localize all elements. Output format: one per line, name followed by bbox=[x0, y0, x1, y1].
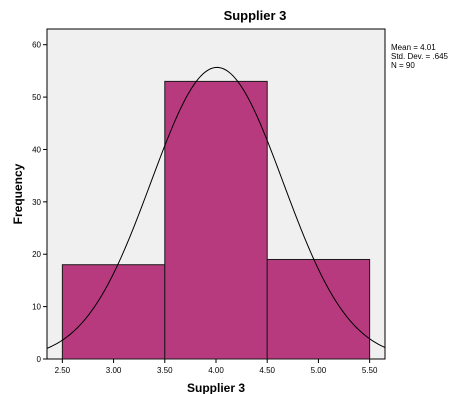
y-tick-label: 20 bbox=[32, 250, 41, 259]
y-tick-label: 40 bbox=[32, 145, 41, 154]
y-axis: 0 10 20 30 40 50 60 bbox=[32, 41, 47, 364]
y-tick-label: 50 bbox=[32, 93, 41, 102]
stat-n: N = 90 bbox=[391, 61, 415, 70]
x-tick-label: 4.00 bbox=[208, 366, 224, 375]
y-tick-label: 60 bbox=[32, 41, 41, 50]
y-tick-label: 30 bbox=[32, 198, 41, 207]
y-tick-label: 0 bbox=[37, 355, 42, 364]
stat-std-dev: Std. Dev. = .645 bbox=[391, 52, 449, 61]
x-tick-label: 4.50 bbox=[259, 366, 275, 375]
x-tick-label: 3.00 bbox=[106, 366, 122, 375]
y-axis-title: Frequency bbox=[11, 163, 25, 224]
bars-layer bbox=[61, 80, 371, 360]
histogram-bar-1 bbox=[61, 264, 166, 360]
histogram-bar-3 bbox=[266, 258, 371, 360]
x-tick-label: 3.50 bbox=[157, 366, 173, 375]
y-tick-label: 10 bbox=[32, 303, 41, 312]
x-tick-label: 5.50 bbox=[362, 366, 378, 375]
chart-title: Supplier 3 bbox=[224, 8, 287, 23]
histogram-bar-2 bbox=[164, 80, 268, 360]
x-axis-title: Supplier 3 bbox=[187, 381, 245, 394]
x-tick-label: 5.00 bbox=[311, 366, 327, 375]
x-tick-label: 2.50 bbox=[55, 366, 71, 375]
x-axis: 2.50 3.00 3.50 4.00 4.50 5.00 5.50 bbox=[55, 359, 378, 375]
stat-mean: Mean = 4.01 bbox=[391, 43, 436, 52]
normal-curve bbox=[46, 66, 386, 349]
